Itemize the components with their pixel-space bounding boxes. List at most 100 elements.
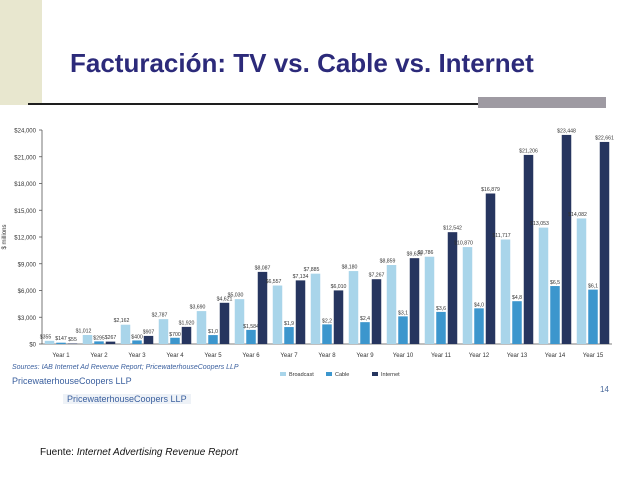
- bar-cable: [588, 289, 598, 344]
- y-tick-label: $24,000: [14, 129, 36, 135]
- pwc-label-secondary: PricewaterhouseCoopers LLP: [63, 394, 191, 404]
- legend-swatch-internet: [372, 372, 378, 376]
- bar-broadcast: [120, 324, 131, 344]
- data-label-broadcast: $9,786: [418, 250, 434, 256]
- data-label-cable: $3,6: [436, 306, 446, 312]
- bar-cable: [246, 329, 256, 344]
- x-tick-label: Year 6: [242, 353, 260, 359]
- bar-cable: [56, 342, 66, 344]
- y-tick-label: $21,000: [14, 155, 36, 161]
- footer-source: Internet Advertising Revenue Report: [76, 447, 239, 458]
- legend-label-cable: Cable: [335, 372, 349, 378]
- bar-internet: [67, 343, 78, 345]
- chart-panel: [0, 108, 620, 400]
- data-label-broadcast: $11,717: [492, 233, 510, 239]
- data-label-cable: $1,9: [284, 321, 294, 327]
- bar-cable: [132, 340, 142, 344]
- bar-cable: [398, 316, 408, 344]
- data-label-internet: $55: [68, 337, 77, 343]
- data-label-cable: $3,1: [398, 310, 408, 316]
- data-label-cable: $400: [131, 334, 143, 340]
- page-number: 14: [600, 385, 609, 394]
- bar-internet: [409, 258, 420, 344]
- data-label-cable: $295: [93, 335, 105, 341]
- data-label-broadcast: $2,162: [114, 318, 130, 324]
- x-tick-label: Year 1: [52, 353, 70, 359]
- data-label-broadcast: $3,690: [190, 305, 206, 311]
- data-label-cable: $1,0: [208, 329, 218, 335]
- bar-cable: [360, 322, 370, 344]
- slide-footer: Fuente: Internet Advertising Revenue Rep…: [40, 447, 238, 458]
- bar-broadcast: [196, 311, 207, 344]
- legend-swatch-cable: [326, 372, 332, 376]
- bar-cable: [474, 308, 484, 344]
- revenue-chart: $0 $3,000 $6,000 $9,000 $12,000 $15,000 $18,00…: [2, 128, 614, 378]
- legend-swatch-broadcast: [280, 372, 286, 376]
- bar-broadcast: [158, 319, 169, 344]
- y-tick-label: $6,000: [18, 289, 37, 295]
- data-label-cable: $4,8: [512, 295, 522, 301]
- data-label-cable: $147: [55, 336, 67, 342]
- data-label-broadcast: $8,859: [380, 259, 396, 265]
- bar-internet: [333, 290, 344, 344]
- y-tick-label: $12,000: [14, 236, 36, 242]
- bar-broadcast: [462, 247, 473, 344]
- slide-title: Facturación: TV vs. Cable vs. Internet: [70, 48, 534, 78]
- title-underline: [28, 103, 478, 105]
- bar-cable: [436, 311, 446, 344]
- x-tick-label: Year 5: [204, 353, 222, 359]
- legend-label-broadcast: Broadcast: [289, 372, 314, 378]
- data-label-cable: $1,584: [243, 324, 259, 330]
- data-label-internet: $23,448: [557, 128, 576, 134]
- bar-broadcast: [348, 271, 359, 344]
- bar-internet: [447, 232, 458, 344]
- x-tick-label: Year 13: [507, 353, 528, 359]
- y-tick-label: $3,000: [18, 316, 37, 322]
- bar-broadcast: [82, 334, 93, 344]
- bar-internet: [295, 280, 306, 344]
- bar-broadcast: [424, 256, 435, 344]
- data-label-broadcast: $10,870: [454, 241, 473, 247]
- data-label-internet: $6,010: [331, 284, 347, 290]
- x-tick-label: Year 11: [431, 353, 452, 359]
- bar-internet: [561, 134, 572, 344]
- data-label-internet: $12,542: [443, 226, 462, 232]
- bar-internet: [143, 335, 154, 344]
- x-tick-label: Year 7: [280, 353, 298, 359]
- bar-internet: [105, 341, 116, 344]
- bar-cable: [170, 337, 180, 344]
- data-label-internet: $4,621: [217, 296, 233, 302]
- data-label-internet: $22,661: [595, 135, 614, 141]
- y-tick-label: $9,000: [18, 262, 37, 268]
- bar-internet: [599, 141, 610, 344]
- bar-broadcast: [386, 265, 397, 344]
- data-label-cable: $4,0: [474, 302, 484, 308]
- x-tick-label: Year 10: [393, 353, 414, 359]
- data-label-cable: $2,4: [360, 316, 370, 322]
- legend-label-internet: Internet: [381, 372, 400, 378]
- bar-internet: [371, 279, 382, 344]
- bar-internet: [523, 154, 534, 344]
- data-label-broadcast: $355: [40, 334, 52, 340]
- data-label-broadcast: $1,012: [76, 328, 92, 334]
- bar-cable: [322, 324, 332, 344]
- bar-broadcast: [234, 299, 245, 344]
- data-label-cable: $6,5: [550, 280, 560, 286]
- bar-broadcast: [272, 285, 283, 344]
- bar-internet: [485, 193, 496, 344]
- data-label-broadcast: $6,557: [266, 279, 282, 285]
- chart-source-note: Sources: IAB Internet Ad Revenue Report;…: [12, 364, 239, 371]
- data-label-internet: $1,920: [179, 320, 195, 326]
- bar-broadcast: [500, 239, 511, 344]
- bar-broadcast: [44, 340, 55, 344]
- x-tick-label: Year 2: [90, 353, 108, 359]
- bar-cable: [94, 341, 104, 344]
- y-tick-label: $18,000: [14, 182, 36, 188]
- bar-cable: [512, 301, 522, 344]
- data-label-broadcast: $7,885: [304, 267, 320, 273]
- x-tick-label: Year 12: [469, 353, 490, 359]
- data-label-internet: $8,087: [255, 265, 271, 271]
- data-label-internet: $9,626: [407, 252, 423, 258]
- decorative-side-strip: [0, 0, 42, 105]
- x-tick-label: Year 4: [166, 353, 184, 359]
